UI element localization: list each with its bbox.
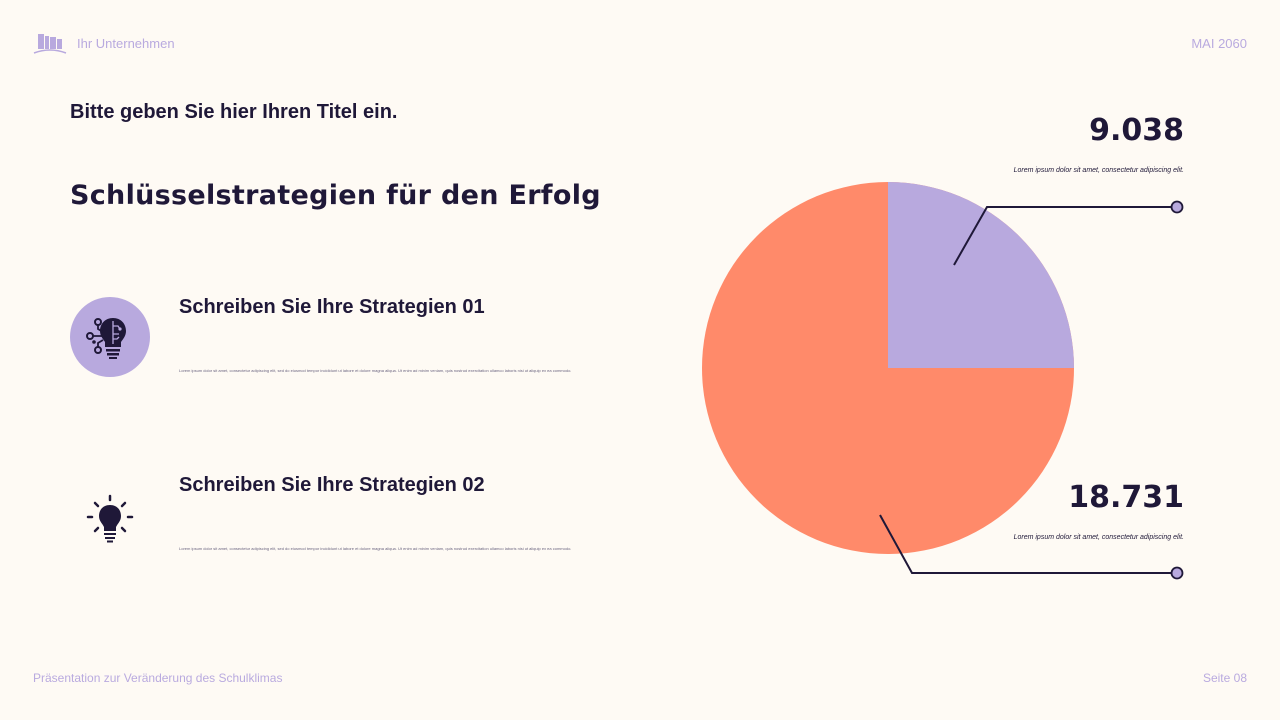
- building-logo-icon: [33, 34, 67, 54]
- strategy-2-icon-badge: [82, 492, 138, 548]
- lightbulb-icon: [86, 494, 134, 543]
- slide-subtitle: Bitte geben Sie hier Ihren Titel ein.: [70, 101, 398, 123]
- company-logo: Ihr Unternehmen: [33, 31, 175, 55]
- brain-lightbulb-icon: [86, 318, 126, 359]
- leader-dot-1: [1170, 200, 1184, 214]
- footer-presentation-title: Präsentation zur Veränderung des Schulkl…: [33, 671, 283, 685]
- company-name: Ihr Unternehmen: [77, 35, 175, 51]
- slide-title: Schlüsselstrategien für den Erfolg: [70, 180, 601, 211]
- strategy-2-body: Lorem ipsum dolor sit amet, consectetur …: [179, 546, 572, 551]
- strategy-1-icon-badge: [70, 297, 150, 377]
- callout-1-desc: Lorem ipsum dolor sit amet, consectetur …: [1013, 167, 1184, 174]
- strategy-1-title: Schreiben Sie Ihre Strategien 01: [179, 296, 485, 318]
- callout-2-value: 18.731: [1068, 480, 1184, 515]
- leader-line-2: [879, 514, 1177, 574]
- callout-1-value: 9.038: [1089, 113, 1184, 148]
- pie-slice-purple: [888, 182, 1074, 368]
- date-label: MAI 2060: [1191, 36, 1247, 51]
- strategy-2-title: Schreiben Sie Ihre Strategien 02: [179, 474, 485, 496]
- leader-line-1: [953, 206, 1177, 266]
- page-number: Seite 08: [1202, 671, 1247, 685]
- strategy-1-body: Lorem ipsum dolor sit amet, consectetur …: [179, 368, 572, 373]
- callout-2-desc: Lorem ipsum dolor sit amet, consectetur …: [1013, 534, 1184, 541]
- leader-dot-2: [1170, 566, 1184, 580]
